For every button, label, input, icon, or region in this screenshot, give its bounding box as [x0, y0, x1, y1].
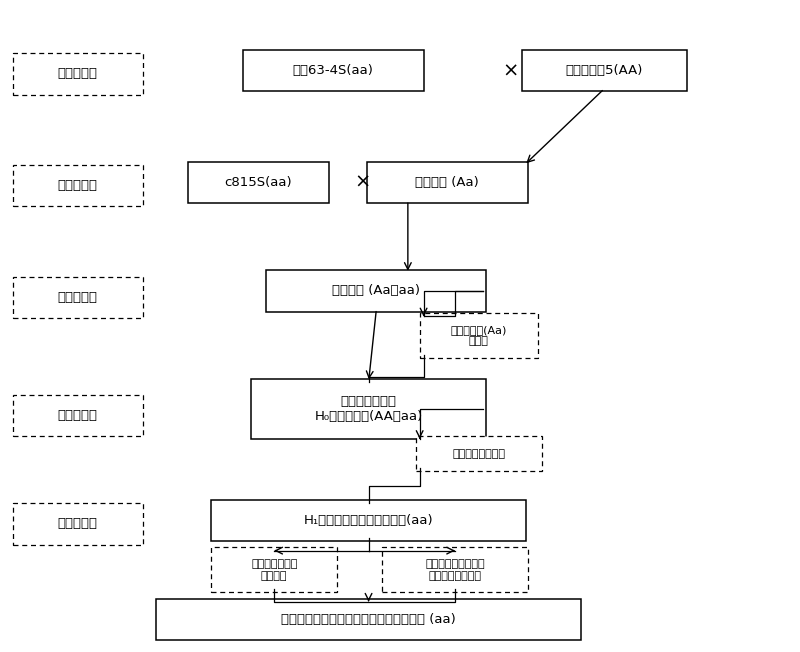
Text: 取可育株系(Aa)
的花药: 取可育株系(Aa) 的花药 — [450, 325, 506, 346]
FancyBboxPatch shape — [13, 276, 142, 318]
Text: 广占63-4S(aa): 广占63-4S(aa) — [293, 65, 374, 77]
FancyBboxPatch shape — [366, 162, 528, 203]
Text: 花药培养，得到
H₀代花培株系(AA，aa): 花药培养，得到 H₀代花培株系(AA，aa) — [314, 395, 422, 423]
FancyBboxPatch shape — [211, 548, 337, 592]
FancyBboxPatch shape — [382, 548, 528, 592]
Text: 复交一代 (Aa，aa): 复交一代 (Aa，aa) — [333, 284, 421, 297]
FancyBboxPatch shape — [188, 162, 330, 203]
Text: 第一年冬天: 第一年冬天 — [58, 179, 98, 192]
Text: 聚合多个优良性状的水稻光温敏核不育系 (aa): 聚合多个优良性状的水稻光温敏核不育系 (aa) — [281, 613, 456, 626]
Text: ×: × — [502, 61, 518, 80]
Text: 第二年夏天: 第二年夏天 — [58, 291, 98, 304]
Text: 第二年冬天: 第二年冬天 — [58, 409, 98, 422]
FancyBboxPatch shape — [156, 599, 581, 640]
FancyBboxPatch shape — [13, 53, 142, 95]
Text: 黄华占或香5(AA): 黄华占或香5(AA) — [566, 65, 643, 77]
Text: c815S(aa): c815S(aa) — [225, 176, 292, 189]
FancyBboxPatch shape — [13, 165, 142, 206]
FancyBboxPatch shape — [420, 313, 538, 358]
FancyBboxPatch shape — [13, 394, 142, 436]
Text: 光温敏核育性观察: 光温敏核育性观察 — [452, 449, 505, 458]
Text: ×: × — [354, 173, 370, 192]
FancyBboxPatch shape — [242, 50, 423, 91]
FancyBboxPatch shape — [250, 379, 486, 439]
Text: 第三年夏天: 第三年夏天 — [58, 517, 98, 530]
FancyBboxPatch shape — [211, 500, 526, 541]
Text: 第一年夏天: 第一年夏天 — [58, 67, 98, 80]
Text: 农艺性状筛选、抗性
鉴定、配合力测定: 农艺性状筛选、抗性 鉴定、配合力测定 — [426, 559, 485, 580]
FancyBboxPatch shape — [266, 270, 486, 312]
Text: 杂交一代 (Aa): 杂交一代 (Aa) — [415, 176, 479, 189]
FancyBboxPatch shape — [522, 50, 687, 91]
FancyBboxPatch shape — [416, 436, 542, 471]
FancyBboxPatch shape — [13, 503, 142, 544]
Text: 光温敏育性转化
温度鉴定: 光温敏育性转化 温度鉴定 — [251, 559, 298, 580]
Text: H₁代光温敏核不育花培株系(aa): H₁代光温敏核不育花培株系(aa) — [304, 514, 434, 527]
